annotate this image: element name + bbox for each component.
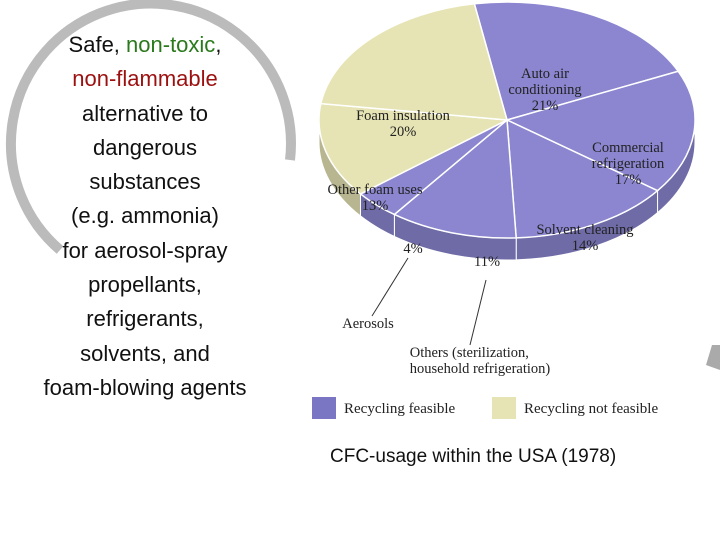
decor-mark — [706, 345, 720, 370]
legend-swatch — [312, 397, 336, 419]
text-line: Safe, non-toxic, — [0, 28, 290, 62]
value-label: 4% — [403, 241, 423, 257]
slice-label: Foam insulation 20% — [356, 108, 450, 140]
text-span: dangerous — [93, 134, 197, 160]
text-span: Safe, — [68, 32, 127, 57]
value-label: 11% — [473, 254, 501, 270]
text-line: propellants, — [0, 268, 290, 302]
decor-arc — [6, 0, 296, 254]
legend-swatch — [492, 397, 516, 419]
value-label: 21% — [531, 98, 559, 114]
legend-label: Recycling feasible — [344, 401, 456, 417]
slice-label: 11% — [474, 254, 500, 270]
category-label: Others (sterilization, household refrige… — [409, 345, 551, 377]
text-line: substances — [0, 165, 290, 199]
slice-label: Solvent cleaning 14% — [536, 222, 633, 254]
value-label: 14% — [571, 238, 599, 254]
text-span: foam-blowing agents — [43, 374, 247, 400]
slice-label: Auto air conditioning 21% — [508, 66, 581, 114]
category-label: Auto air conditioning — [508, 66, 582, 98]
slice — [319, 2, 509, 121]
text-block: Safe, non-toxic, non-flammable alternative… — [0, 28, 290, 405]
text-line: for aerosol-spray — [0, 234, 290, 268]
text-span: propellants, — [88, 272, 202, 298]
text-line: foam-blowing agents — [0, 371, 290, 405]
slice-label: 4% — [403, 241, 422, 257]
text-line: alternative to — [0, 97, 290, 131]
text-span: , — [215, 32, 222, 57]
text-span: substances — [89, 169, 201, 195]
slice-label: Other foam uses 13% — [327, 182, 422, 214]
text-span: refrigerants, — [86, 306, 204, 332]
text-span: non-flammable — [72, 66, 218, 92]
text-span: non-toxic — [126, 32, 216, 57]
chart-title: CFC-usage within the USA (1978) — [330, 446, 617, 467]
category-label: Commercial refrigeration — [591, 140, 665, 172]
slice — [473, 1, 680, 121]
slice — [506, 118, 659, 239]
slice — [318, 102, 510, 195]
text-line: solvents, and — [0, 337, 290, 371]
leader-line — [371, 257, 409, 317]
slice — [504, 70, 696, 192]
text-line: dangerous — [0, 131, 290, 165]
value-label: 13% — [361, 198, 389, 214]
text-span: (e.g. ammonia) — [71, 203, 219, 229]
slice — [393, 118, 517, 239]
slice-label: Commercial refrigeration 17% — [592, 140, 664, 188]
leader-line — [469, 279, 487, 346]
legend-label: Recycling not feasible — [524, 401, 659, 417]
text-span: for aerosol-spray — [62, 237, 228, 263]
text-span: solvents, and — [80, 340, 210, 366]
text-line: refrigerants, — [0, 302, 290, 336]
text-line: non-flammable — [0, 62, 290, 96]
category-label: Solvent cleaning — [536, 222, 634, 238]
category-label: Foam insulation — [356, 108, 450, 124]
category-label: Aerosols — [342, 316, 394, 332]
text-span: alternative to — [82, 100, 208, 126]
value-label: 17% — [614, 172, 642, 188]
category-label: Other foam uses — [327, 182, 423, 198]
value-label: 20% — [389, 124, 417, 140]
text-line: (e.g. ammonia) — [0, 199, 290, 233]
